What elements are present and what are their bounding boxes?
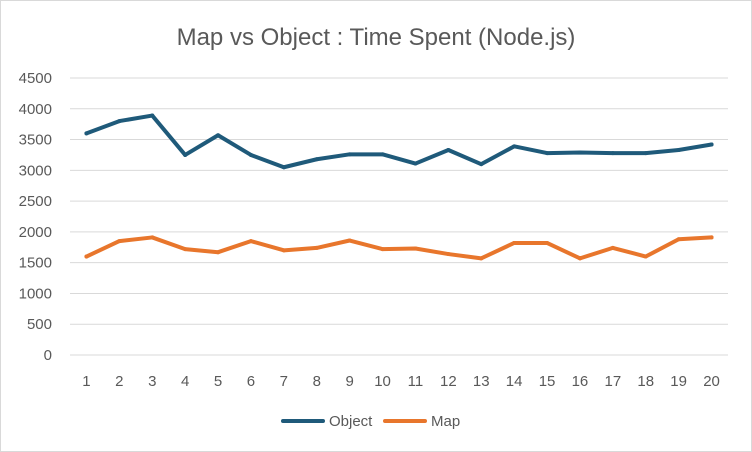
data-point-object	[709, 142, 714, 147]
data-point-map	[610, 245, 615, 250]
series-line-object	[84, 113, 714, 170]
x-tick-label: 15	[539, 373, 556, 390]
y-tick-label: 0	[44, 347, 52, 364]
y-tick-label: 4500	[19, 70, 52, 87]
legend-label-map: Map	[431, 413, 460, 430]
x-tick-label: 5	[214, 373, 222, 390]
y-tick-label: 2000	[19, 224, 52, 241]
data-point-map	[183, 247, 188, 252]
data-point-object	[545, 151, 550, 156]
gridlines	[70, 77, 728, 356]
y-axis-ticks: 0 500 1000 1500 2000 2500 3000 3500 4000 4500	[19, 70, 52, 364]
x-tick-label: 14	[506, 373, 523, 390]
data-point-object	[281, 165, 286, 170]
y-tick-label: 1500	[19, 255, 52, 272]
data-point-map	[446, 252, 451, 257]
x-axis-ticks: 1 2 3 4 5 6 7 8 9 10 11 12 13 14 15 16 17 18 19 20	[82, 373, 720, 390]
data-point-map	[512, 240, 517, 245]
x-tick-label: 10	[374, 373, 391, 390]
data-point-map	[545, 240, 550, 245]
data-point-object	[183, 152, 188, 157]
data-point-object	[117, 119, 122, 124]
data-point-object	[380, 152, 385, 157]
data-point-map	[347, 238, 352, 243]
y-tick-label: 2500	[19, 193, 52, 210]
legend-label-object: Object	[329, 413, 373, 430]
x-tick-label: 4	[181, 373, 189, 390]
data-point-object	[643, 151, 648, 156]
series-lines	[84, 113, 714, 261]
data-point-object	[347, 152, 352, 157]
data-point-object	[577, 150, 582, 155]
data-point-map	[150, 235, 155, 240]
data-point-map	[479, 256, 484, 261]
y-tick-label: 4000	[19, 101, 52, 118]
y-tick-label: 3000	[19, 162, 52, 179]
x-tick-label: 11	[408, 373, 424, 390]
data-point-map	[676, 237, 681, 242]
series-line-map	[84, 235, 714, 261]
x-tick-label: 3	[148, 373, 156, 390]
data-point-object	[479, 162, 484, 167]
x-tick-label: 8	[313, 373, 321, 390]
x-tick-label: 17	[605, 373, 622, 390]
data-point-map	[248, 239, 253, 244]
y-tick-label: 500	[27, 316, 52, 333]
data-point-map	[281, 248, 286, 253]
data-point-object	[314, 157, 319, 162]
x-tick-label: 13	[473, 373, 490, 390]
data-point-map	[643, 254, 648, 259]
x-tick-label: 16	[572, 373, 589, 390]
data-point-map	[216, 250, 221, 255]
x-tick-label: 20	[703, 373, 720, 390]
data-point-object	[413, 161, 418, 166]
data-point-map	[709, 235, 714, 240]
data-point-object	[248, 152, 253, 157]
x-tick-label: 6	[247, 373, 255, 390]
x-tick-label: 12	[440, 373, 457, 390]
x-tick-label: 18	[637, 373, 654, 390]
data-point-map	[314, 245, 319, 250]
x-tick-label: 1	[82, 373, 90, 390]
data-point-object	[216, 133, 221, 138]
data-point-object	[512, 144, 517, 149]
data-point-object	[84, 131, 89, 136]
x-tick-label: 2	[115, 373, 123, 390]
chart-title: Map vs Object : Time Spent (Node.js)	[177, 24, 576, 51]
x-tick-label: 7	[280, 373, 288, 390]
legend: Object Map	[281, 413, 460, 430]
data-point-object	[446, 148, 451, 153]
y-tick-label: 3500	[19, 132, 52, 149]
data-point-object	[610, 151, 615, 156]
data-point-map	[117, 239, 122, 244]
data-point-map	[380, 247, 385, 252]
x-tick-label: 9	[345, 373, 353, 390]
data-point-map	[84, 254, 89, 259]
data-point-map	[577, 256, 582, 261]
data-point-object	[150, 113, 155, 118]
y-tick-label: 1000	[19, 285, 52, 302]
x-tick-label: 19	[670, 373, 687, 390]
data-point-object	[676, 148, 681, 153]
data-point-map	[413, 246, 418, 251]
